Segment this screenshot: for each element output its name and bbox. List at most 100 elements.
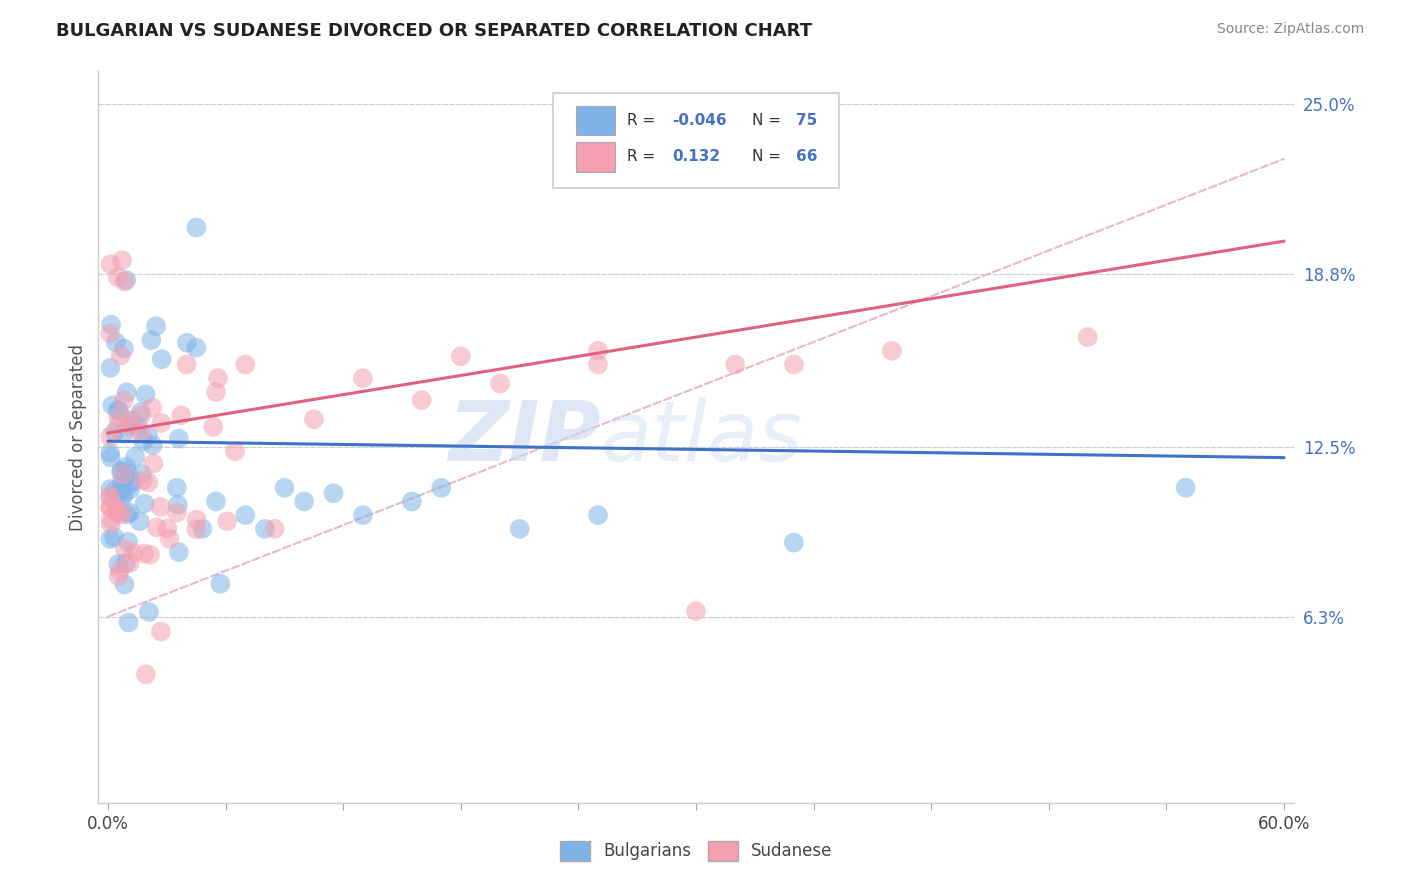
Point (117, 534, 139, 549)
Point (111, 475, 134, 489)
Point (166, 498, 188, 512)
Legend: Bulgarians, Sudanese: Bulgarians, Sudanese (553, 834, 839, 868)
Point (103, 530, 125, 544)
Point (132, 473, 155, 487)
Point (114, 469, 136, 483)
Text: N =: N = (752, 113, 786, 128)
Point (120, 417, 142, 432)
Point (1077, 330, 1099, 344)
Point (145, 319, 167, 334)
Point (159, 532, 181, 546)
Point (167, 432, 190, 446)
Point (352, 371, 374, 385)
Text: N =: N = (752, 150, 786, 164)
Point (253, 522, 276, 536)
FancyBboxPatch shape (576, 143, 614, 171)
Point (128, 514, 150, 528)
Point (134, 496, 156, 510)
Point (292, 494, 315, 508)
Point (98, 500, 121, 514)
Point (100, 450, 122, 465)
Point (322, 486, 344, 500)
Point (105, 501, 128, 516)
Text: R =: R = (627, 113, 659, 128)
Point (176, 358, 198, 372)
Point (176, 335, 198, 350)
Point (170, 409, 193, 423)
Point (142, 438, 165, 452)
Point (100, 257, 122, 271)
Point (122, 546, 145, 560)
Point (117, 615, 139, 630)
Point (586, 358, 609, 372)
Point (783, 535, 806, 549)
Point (100, 517, 122, 532)
Point (108, 564, 131, 578)
Point (100, 512, 122, 526)
Point (110, 483, 132, 498)
Point (107, 489, 129, 503)
Y-axis label: Divorced or Separated: Divorced or Separated (69, 343, 87, 531)
Point (450, 349, 472, 363)
Point (224, 444, 246, 458)
Point (186, 341, 208, 355)
Point (112, 487, 135, 501)
Point (186, 220, 208, 235)
Point (112, 392, 135, 407)
Point (141, 333, 163, 347)
Point (124, 450, 146, 464)
Point (131, 467, 153, 481)
Point (108, 404, 131, 418)
Point (136, 428, 159, 442)
Point (121, 476, 143, 491)
Point (138, 475, 160, 490)
Point (202, 420, 225, 434)
Point (150, 352, 173, 367)
Point (149, 500, 172, 514)
Point (235, 508, 257, 523)
Point (167, 545, 190, 559)
Text: Source: ZipAtlas.com: Source: ZipAtlas.com (1216, 22, 1364, 37)
Point (107, 403, 129, 417)
Point (586, 508, 609, 523)
Point (401, 494, 423, 508)
Point (115, 459, 138, 474)
Point (115, 273, 138, 287)
Point (118, 467, 141, 481)
Point (149, 624, 172, 639)
Point (120, 420, 142, 434)
FancyBboxPatch shape (576, 106, 614, 135)
Point (186, 512, 208, 526)
Point (111, 507, 134, 521)
Point (166, 506, 188, 520)
Point (411, 393, 433, 408)
Point (205, 384, 228, 399)
Text: ZIP: ZIP (447, 397, 600, 477)
Point (131, 425, 153, 440)
Point (107, 418, 129, 433)
Point (166, 481, 188, 495)
Point (145, 520, 167, 534)
Point (134, 547, 156, 561)
Point (111, 463, 134, 477)
Point (98, 532, 121, 546)
Point (107, 506, 129, 520)
Point (880, 343, 903, 358)
Point (135, 387, 157, 401)
Point (156, 522, 179, 536)
Point (138, 605, 160, 619)
Point (118, 556, 141, 570)
Point (150, 416, 173, 430)
Point (489, 376, 512, 391)
Point (207, 371, 229, 385)
Point (110, 349, 132, 363)
Point (114, 577, 136, 591)
Point (118, 483, 141, 497)
Point (98, 489, 121, 503)
Point (110, 465, 132, 479)
Point (509, 522, 531, 536)
Point (112, 342, 135, 356)
Point (104, 483, 127, 498)
Point (107, 410, 129, 425)
Point (142, 457, 165, 471)
